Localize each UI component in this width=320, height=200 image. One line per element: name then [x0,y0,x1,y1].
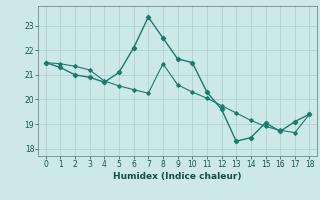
X-axis label: Humidex (Indice chaleur): Humidex (Indice chaleur) [113,172,242,181]
